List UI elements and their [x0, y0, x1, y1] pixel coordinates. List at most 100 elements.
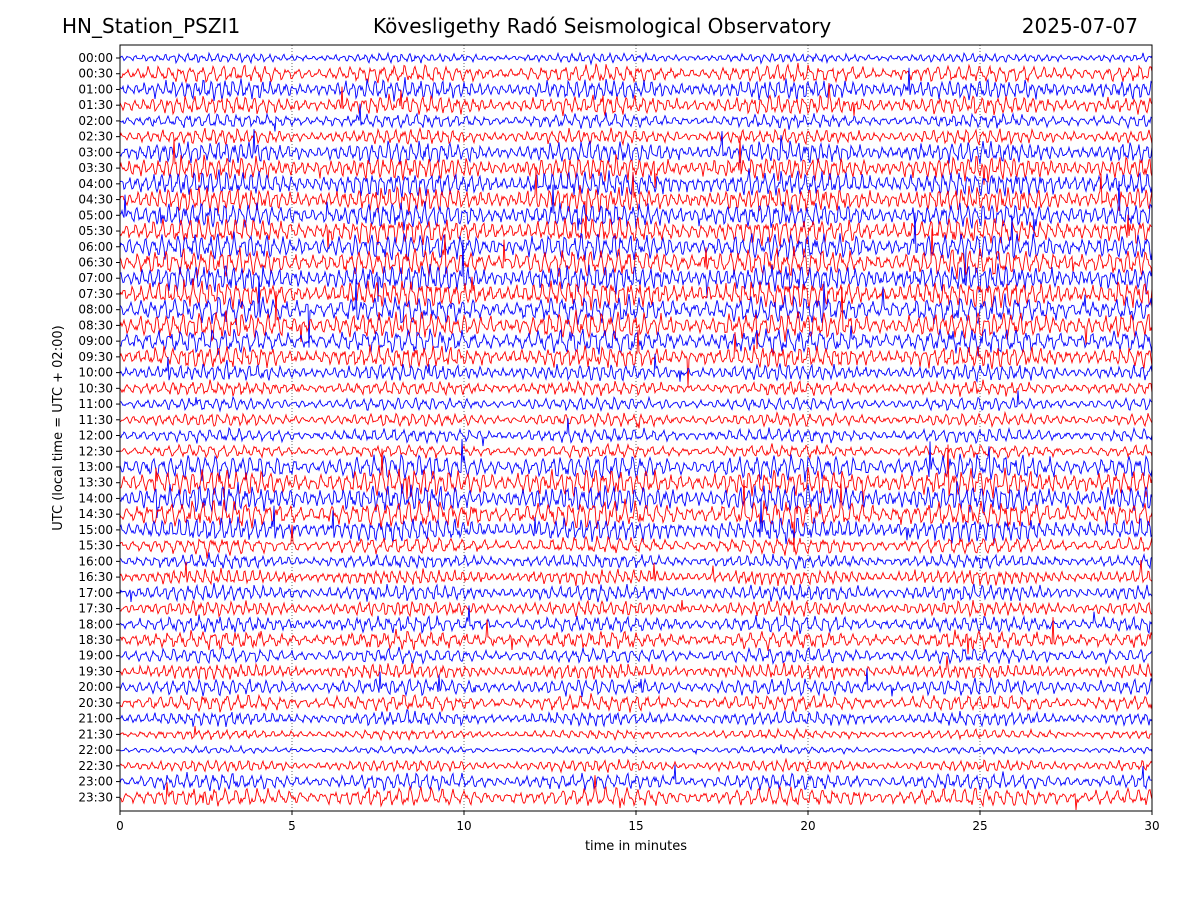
y-tick-label: 09:00: [78, 334, 113, 348]
seismic-trace: [119, 390, 1153, 413]
y-tick-label: 23:30: [78, 790, 113, 804]
seismic-trace: [119, 655, 1153, 681]
seismic-trace: [119, 764, 1153, 792]
seismic-trace: [119, 725, 1153, 742]
y-tick-label: 12:30: [78, 444, 113, 458]
y-tick-label: 20:00: [78, 680, 113, 694]
x-tick-label: 0: [116, 819, 124, 833]
seismic-trace: [119, 62, 1153, 84]
y-tick-label: 04:00: [78, 177, 113, 191]
y-tick-label: 00:30: [78, 67, 113, 81]
station-name: HN_Station_PSZI1: [62, 14, 241, 38]
y-tick-label: 09:30: [78, 350, 113, 364]
x-tick-label: 15: [628, 819, 643, 833]
y-tick-label: 11:00: [78, 397, 113, 411]
y-tick-label: 17:30: [78, 602, 113, 616]
seismic-trace: [119, 168, 1153, 234]
seismic-trace: [119, 103, 1153, 132]
y-tick-label: 00:00: [78, 51, 113, 65]
y-tick-label: 04:30: [78, 193, 113, 207]
y-axis-label: UTC (local time = UTC + 02:00): [51, 325, 66, 530]
y-tick-label: 01:00: [78, 82, 113, 96]
x-tick-label: 30: [1144, 819, 1159, 833]
y-tick-label: 15:00: [78, 523, 113, 537]
seismic-trace: [119, 559, 1153, 587]
x-tick-label: 20: [800, 819, 815, 833]
seismic-trace: [119, 775, 1153, 811]
seismic-trace: [119, 379, 1153, 397]
y-tick-label: 15:30: [78, 539, 113, 553]
y-tick-label: 10:30: [78, 381, 113, 395]
seismic-trace: [119, 126, 1153, 147]
seismic-trace: [119, 439, 1153, 483]
y-tick-label: 23:00: [78, 775, 113, 789]
y-tick-label: 18:30: [78, 633, 113, 647]
seismic-trace: [119, 500, 1153, 545]
y-tick-label: 21:30: [78, 727, 113, 741]
y-tick-label: 03:00: [78, 145, 113, 159]
seismic-trace: [119, 617, 1153, 655]
y-tick-label: 11:30: [78, 413, 113, 427]
y-tick-label: 14:00: [78, 491, 113, 505]
y-tick-label: 18:00: [78, 617, 113, 631]
seismic-trace: [119, 51, 1153, 66]
seismic-trace: [119, 479, 1153, 553]
y-tick-label: 08:30: [78, 318, 113, 332]
grid-lines: [291, 45, 981, 811]
chart-title: Kövesligethy Radó Seismological Observat…: [373, 14, 832, 38]
y-tick-label: 13:30: [78, 476, 113, 490]
seismic-trace: [119, 442, 1153, 461]
seismic-trace: [119, 353, 1153, 384]
x-axis-ticks: 0 5 10 15 20 25 30: [116, 811, 1160, 833]
seismic-trace: [119, 646, 1153, 666]
seismic-trace: [119, 214, 1153, 250]
y-tick-label: 16:00: [78, 554, 113, 568]
x-tick-label: 25: [972, 819, 987, 833]
y-tick-label: 07:00: [78, 271, 113, 285]
y-tick-label: 07:30: [78, 287, 113, 301]
y-tick-label: 19:30: [78, 664, 113, 678]
seismic-trace: [119, 129, 1153, 165]
seismic-trace: [119, 744, 1153, 756]
y-tick-label: 19:00: [78, 649, 113, 663]
seismic-trace: [119, 410, 1153, 429]
y-tick-label: 20:30: [78, 696, 113, 710]
seismic-trace: [119, 524, 1153, 559]
seismic-trace: [119, 329, 1153, 388]
y-tick-label: 05:00: [78, 208, 113, 222]
y-tick-label: 10:00: [78, 366, 113, 380]
y-tick-label: 08:00: [78, 303, 113, 317]
y-tick-label: 21:00: [78, 712, 113, 726]
seismic-trace: [119, 481, 1153, 519]
y-tick-label: 13:00: [78, 460, 113, 474]
y-tick-label: 06:00: [78, 240, 113, 254]
seismic-trace: [119, 444, 1153, 507]
seismic-trace: [119, 757, 1153, 774]
seismic-trace: [119, 418, 1153, 447]
seismic-trace: [119, 287, 1153, 350]
seismic-trace: [119, 605, 1153, 635]
chart-date: 2025-07-07: [1021, 14, 1138, 38]
x-tick-label: 10: [456, 819, 471, 833]
x-tick-label: 5: [288, 819, 296, 833]
y-tick-label: 02:00: [78, 114, 113, 128]
seismic-trace: [119, 67, 1153, 102]
traces: [119, 51, 1153, 811]
seismic-trace: [119, 82, 1153, 117]
y-tick-label: 22:30: [78, 759, 113, 773]
seismic-trace: [119, 325, 1153, 357]
y-tick-label: 06:30: [78, 255, 113, 269]
seismic-trace: [119, 168, 1153, 199]
seismic-trace: [119, 239, 1153, 302]
seismic-trace: [119, 708, 1153, 728]
y-tick-label: 16:30: [78, 570, 113, 584]
y-tick-label: 12:00: [78, 429, 113, 443]
seismic-trace: [119, 599, 1153, 618]
seismic-trace: [119, 582, 1153, 603]
seismic-trace: [119, 135, 1153, 189]
y-tick-label: 14:30: [78, 507, 113, 521]
y-tick-label: 17:00: [78, 586, 113, 600]
seismic-trace: [119, 668, 1153, 698]
y-tick-label: 05:30: [78, 224, 113, 238]
